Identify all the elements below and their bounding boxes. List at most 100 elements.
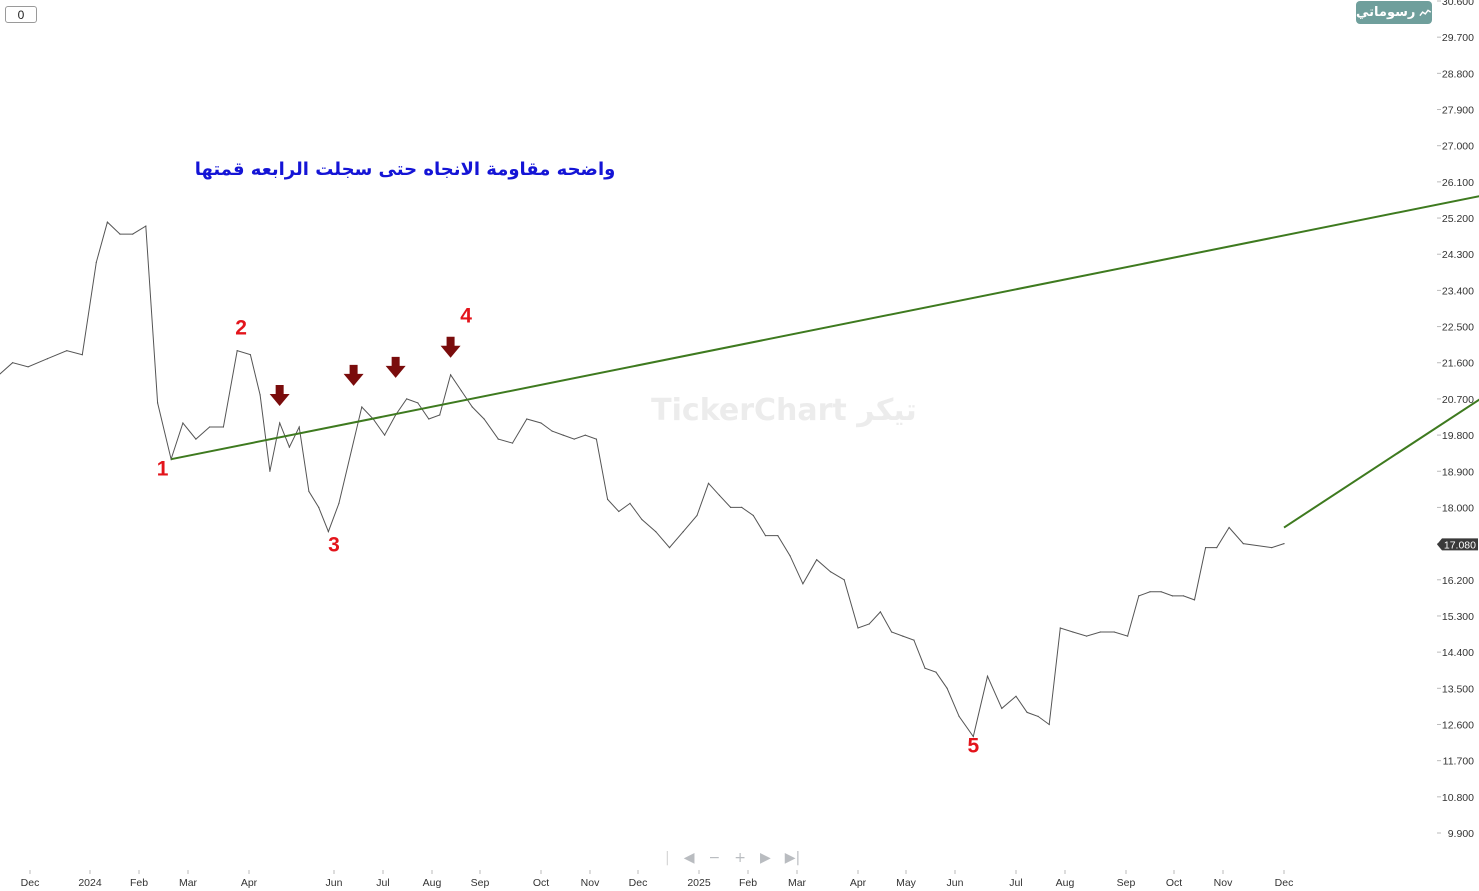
price-point [1113, 631, 1115, 633]
price-point [1037, 715, 1039, 718]
x-tick-label: Oct [533, 877, 549, 889]
x-tick-label: Feb [130, 877, 148, 889]
price-point [868, 623, 870, 625]
price-point [327, 531, 329, 533]
price-point [802, 583, 804, 585]
price-point [338, 502, 340, 504]
x-tick-label: Aug [423, 877, 442, 889]
x-tick-label: Dec [1275, 877, 1294, 889]
chart-navigation: | ◀ − + ▶ ▶| [665, 850, 801, 866]
price-point [935, 671, 937, 673]
price-point [81, 354, 83, 356]
scroll-to-end-button[interactable]: ▶| [784, 850, 801, 866]
price-point [1242, 543, 1244, 545]
last-price-tag [1437, 538, 1478, 551]
y-tick-label: 18.900 [1442, 466, 1474, 478]
price-point [1160, 591, 1162, 593]
price-point [95, 261, 97, 263]
y-tick-label: 27.900 [1442, 105, 1474, 117]
price-point [1138, 595, 1140, 597]
brand-label: رسوماتي [1356, 5, 1416, 20]
y-tick-label: 24.300 [1442, 249, 1474, 261]
x-tick-label: Apr [241, 877, 258, 889]
price-point [195, 438, 197, 440]
price-point [924, 667, 926, 669]
price-point [1059, 627, 1061, 629]
price-point [308, 490, 310, 492]
price-point [27, 366, 29, 368]
price-point [526, 418, 528, 420]
x-tick-label: Jun [947, 877, 964, 889]
price-point [471, 406, 473, 408]
price-point [222, 426, 224, 428]
wave-label-2: 2 [235, 317, 247, 340]
price-point [1182, 595, 1185, 597]
price-point [417, 402, 419, 404]
price-point [12, 362, 14, 364]
price-point [259, 394, 261, 396]
price-point [269, 470, 271, 472]
y-tick-label: 16.200 [1442, 575, 1474, 587]
price-point [439, 414, 441, 416]
price-point [483, 418, 485, 420]
price-point [157, 402, 159, 404]
price-point [46, 358, 49, 360]
price-point [1283, 543, 1285, 545]
y-tick-label: 11.700 [1443, 756, 1474, 768]
price-point [236, 350, 238, 352]
price-point [1015, 695, 1017, 697]
x-tick-label: Jul [376, 877, 389, 889]
x-tick-label: Mar [179, 877, 198, 889]
annotation-text: واضحه مقاومة الانجاه حتى سجلت الرابعه قم… [195, 159, 616, 180]
price-point [318, 506, 320, 508]
price-point [249, 354, 251, 356]
last-price-label: 17.080 [1444, 539, 1476, 551]
price-point [406, 398, 408, 400]
corner-value-box[interactable]: 0 [5, 6, 37, 23]
scroll-left-button[interactable]: ◀ [683, 850, 695, 866]
y-tick-label: 26.100 [1442, 177, 1474, 189]
x-tick-label: Dec [21, 877, 40, 889]
price-point [1072, 631, 1074, 633]
price-point [1127, 635, 1129, 637]
x-tick-label: Jun [326, 877, 343, 889]
price-point [1271, 547, 1273, 549]
zoom-in-button[interactable]: + [734, 850, 746, 866]
x-tick-label: 2025 [687, 877, 711, 889]
price-point [1048, 723, 1050, 726]
price-point [1228, 526, 1230, 529]
price-point [132, 233, 134, 235]
price-point [428, 418, 430, 420]
brand-badge: رسوماتي [1356, 1, 1432, 24]
zoom-out-button[interactable]: − [708, 850, 721, 866]
price-point [668, 547, 671, 549]
price-point [298, 426, 300, 428]
y-tick-label: 19.800 [1442, 430, 1474, 442]
price-point [958, 715, 960, 718]
price-point [450, 374, 452, 376]
price-point [106, 221, 108, 223]
price-point [584, 434, 586, 436]
x-tick-label: Dec [629, 877, 648, 889]
x-tick-label: Feb [739, 877, 757, 889]
price-point [707, 482, 710, 484]
price-point [696, 514, 698, 517]
price-point [66, 350, 68, 352]
price-point [913, 639, 915, 641]
x-tick-label: Aug [1056, 877, 1075, 889]
scroll-right-button[interactable]: ▶ [759, 850, 771, 866]
price-point [902, 635, 904, 637]
price-point [361, 406, 363, 408]
x-tick-label: Mar [788, 877, 807, 889]
wave-label-3: 3 [328, 534, 340, 557]
y-tick-label: 25.200 [1442, 213, 1474, 225]
y-tick-label: 23.400 [1442, 285, 1474, 297]
price-point [607, 498, 609, 500]
y-tick-label: 20.700 [1442, 394, 1474, 406]
price-point [573, 438, 575, 440]
y-tick-label: 12.600 [1442, 719, 1474, 731]
down-arrow-marker [269, 384, 290, 406]
trend-line-icon [1419, 8, 1432, 16]
price-point [145, 225, 147, 227]
